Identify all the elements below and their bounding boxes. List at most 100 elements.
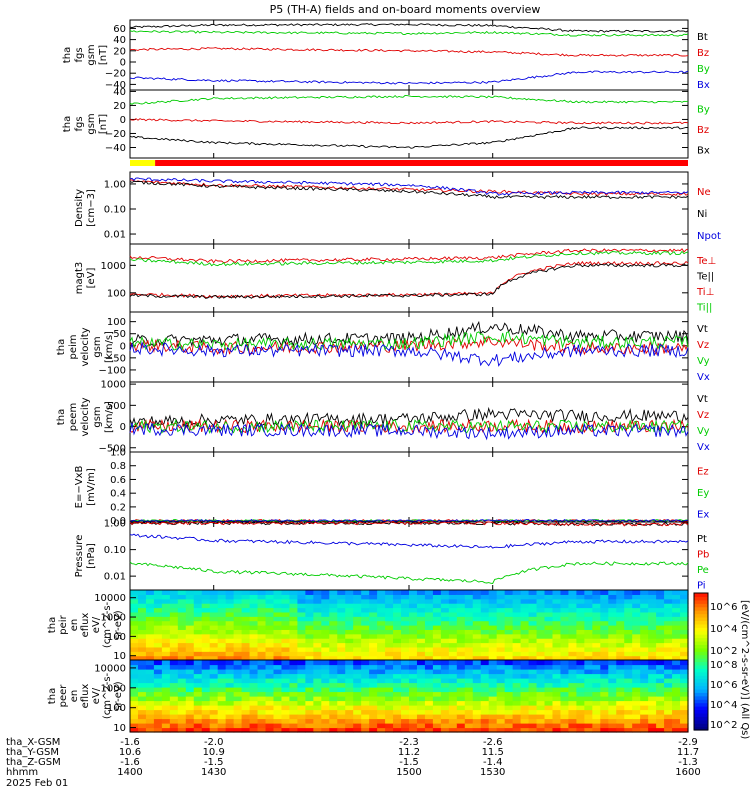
spectrogram-cell: [424, 718, 434, 724]
spectrogram-cell: [528, 590, 538, 595]
spectrogram-cell: [353, 629, 362, 635]
y-axis-label-line: velocity: [80, 327, 91, 366]
spectrogram-cell: [201, 691, 211, 697]
spectrogram-cell: [329, 625, 338, 630]
spectrogram-cell: [544, 633, 554, 639]
spectrogram-cell: [480, 682, 490, 688]
colorbar-step: [694, 706, 708, 711]
spectrogram-cell: [329, 646, 338, 652]
spectrogram-cell: [640, 616, 649, 622]
spectrogram-cell: [217, 651, 227, 657]
spectrogram-cell: [488, 691, 498, 697]
spectrogram-cell: [177, 682, 187, 688]
y-axis-label-line: [eV]: [86, 268, 97, 289]
spectrogram-cell: [289, 598, 298, 604]
spectrogram-cell: [177, 633, 187, 639]
spectrogram-cell: [576, 629, 585, 635]
spectrogram-cell: [145, 611, 155, 617]
spectrogram-cell: [161, 603, 171, 609]
spectrogram-cell: [281, 723, 291, 729]
spectrogram-cell: [592, 616, 601, 622]
spectrogram-cell: [145, 655, 155, 661]
y-axis-label-line: eflux: [80, 613, 91, 638]
spectrogram-cell: [225, 664, 235, 670]
spectrogram-cell: [209, 625, 219, 630]
spectrogram-cell: [656, 709, 665, 715]
spectrogram-cell: [528, 660, 538, 666]
spectrogram-cell: [544, 691, 554, 697]
spectrogram-cell: [353, 620, 362, 626]
spectrogram-cell: [512, 669, 522, 675]
spectrogram-cell: [361, 625, 370, 630]
spectrogram-cell: [217, 696, 227, 702]
spectrogram-cell: [265, 669, 275, 675]
spectrogram-cell: [345, 709, 354, 715]
spectrogram-cell: [568, 678, 577, 684]
spectrogram-cell: [273, 633, 283, 639]
spectrogram-cell: [225, 673, 235, 679]
spectrogram-cell: [672, 678, 681, 684]
spectrogram-cell: [552, 660, 562, 666]
z-gsm-value: -1.5: [399, 757, 419, 768]
spectrogram-cell: [584, 603, 593, 609]
spectrogram-cell: [568, 687, 577, 693]
spectrogram-cell: [130, 607, 139, 613]
spectrogram-cell: [504, 598, 514, 604]
spectrogram-cell: [560, 646, 570, 652]
spectrogram-cell: [632, 633, 641, 639]
spectrogram-cell: [145, 664, 155, 670]
spectrogram-cell: [576, 642, 585, 648]
spectrogram-cell: [201, 603, 211, 609]
spectrogram-cell: [233, 616, 243, 622]
spectrogram-cell: [528, 723, 538, 729]
spectrogram-cell: [496, 669, 506, 675]
y-axis-label-line: gsm: [86, 44, 97, 65]
spectrogram-cell: [472, 629, 482, 635]
spectrogram-cell: [217, 714, 227, 720]
spectrogram-cell: [648, 598, 657, 604]
y-tick-label: 10000: [94, 593, 126, 604]
legend-By: By: [697, 104, 710, 115]
y-axis-label: thafgsgsm[nT]: [62, 44, 109, 65]
spectrogram-cell: [273, 655, 283, 661]
spectrogram-cell: [289, 669, 298, 675]
spectrogram-cell: [193, 705, 203, 711]
y-axis-label-line: en: [69, 619, 80, 632]
spectrogram-cell: [448, 660, 458, 666]
x-row-label: tha_Y-GSM: [6, 747, 59, 758]
spectrogram-cell: [568, 611, 577, 617]
spectrogram-cell: [472, 660, 482, 666]
spectrogram-cell: [241, 651, 251, 657]
spectrogram-cell: [233, 669, 243, 675]
spectrogram-cell: [432, 625, 442, 630]
spectrogram-cell: [329, 705, 338, 711]
spectrogram-cell: [289, 682, 298, 688]
spectrogram-cell: [584, 700, 593, 706]
spectrogram-cell: [217, 705, 227, 711]
spectrogram-cell: [608, 669, 617, 675]
y-tick-label: −100: [99, 365, 126, 376]
spectrogram-cell: [432, 598, 442, 604]
spectrogram-cell: [241, 673, 251, 679]
spectrogram-cell: [592, 655, 601, 661]
spectrogram-cell: [592, 598, 601, 604]
spectrogram-cell: [273, 700, 283, 706]
spectrogram-cell: [385, 682, 394, 688]
spectrogram-cell: [416, 594, 426, 600]
spectrogram-cell: [257, 594, 267, 600]
spectrogram-cell: [401, 611, 410, 617]
spectrogram-cell: [185, 664, 195, 670]
spectrogram-cell: [568, 642, 577, 648]
spectrogram-cell: [544, 598, 554, 604]
spectrogram-cell: [680, 616, 689, 622]
y-axis-label-line: sr-eV): [113, 610, 124, 639]
spectrogram-cell: [289, 590, 298, 595]
spectrogram-cell: [209, 620, 219, 626]
spectrogram-cell: [416, 616, 426, 622]
spectrogram-cell: [672, 620, 681, 626]
series-Vx: [129, 422, 689, 441]
spectrogram-cell: [424, 625, 434, 630]
spectrogram-cell: [201, 660, 211, 666]
spectrogram-cell: [385, 611, 394, 617]
spectrogram-cell: [257, 611, 267, 617]
